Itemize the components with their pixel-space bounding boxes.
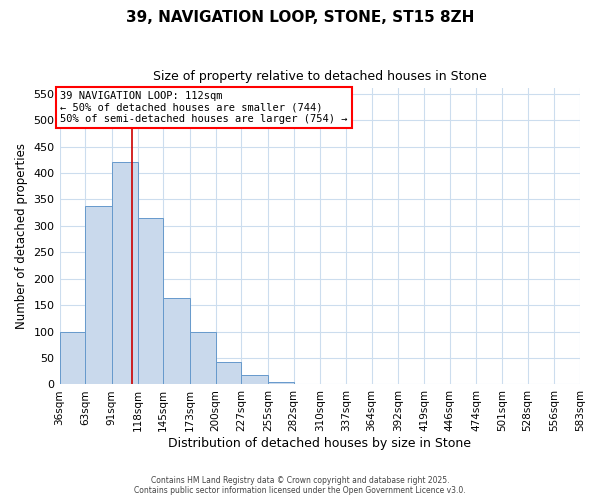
Y-axis label: Number of detached properties: Number of detached properties — [15, 144, 28, 330]
Bar — [112, 162, 137, 384]
Text: Contains HM Land Registry data © Crown copyright and database right 2025.
Contai: Contains HM Land Registry data © Crown c… — [134, 476, 466, 495]
Text: 39, NAVIGATION LOOP, STONE, ST15 8ZH: 39, NAVIGATION LOOP, STONE, ST15 8ZH — [126, 10, 474, 25]
Bar — [85, 206, 112, 384]
Bar — [268, 382, 293, 384]
X-axis label: Distribution of detached houses by size in Stone: Distribution of detached houses by size … — [168, 437, 471, 450]
Bar — [215, 362, 241, 384]
Bar — [137, 218, 163, 384]
Title: Size of property relative to detached houses in Stone: Size of property relative to detached ho… — [153, 70, 487, 83]
Bar — [163, 298, 190, 384]
Bar — [59, 332, 85, 384]
Bar — [190, 332, 215, 384]
Text: 39 NAVIGATION LOOP: 112sqm
← 50% of detached houses are smaller (744)
50% of sem: 39 NAVIGATION LOOP: 112sqm ← 50% of deta… — [61, 91, 348, 124]
Bar — [241, 376, 268, 384]
